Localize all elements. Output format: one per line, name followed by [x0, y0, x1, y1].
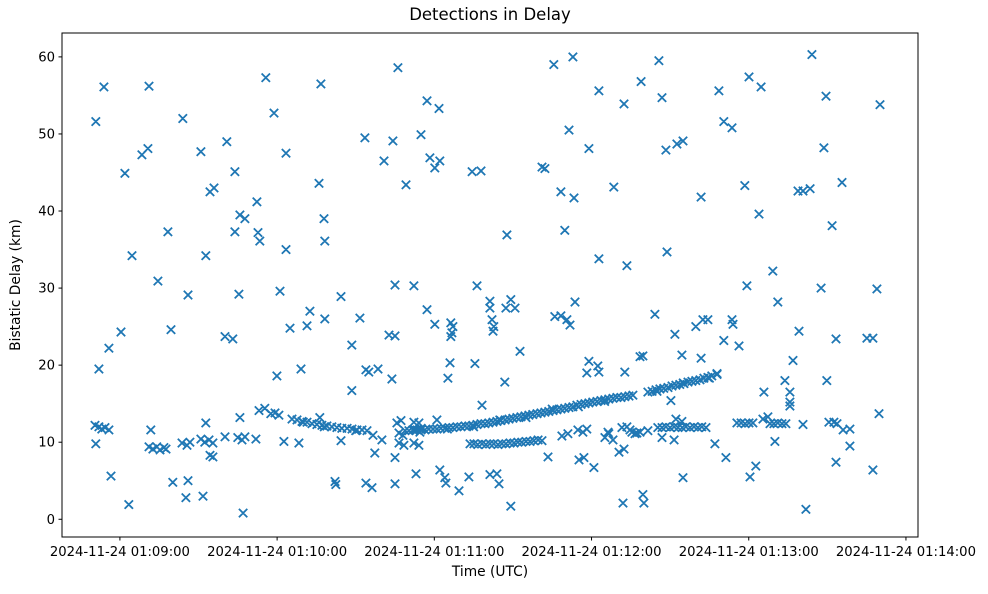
y-tick-label: 0: [47, 513, 55, 528]
plot-border: [61, 32, 919, 538]
y-tick-label: 20: [38, 359, 55, 374]
x-tick-label: 2024-11-24 01:09:00: [50, 545, 190, 560]
x-tick-label: 2024-11-24 01:12:00: [521, 545, 661, 560]
series-scattered-detections-markers: [90, 49, 885, 518]
series-secondary-low-track-markers: [144, 411, 855, 455]
x-tick-label: 2024-11-24 01:11:00: [364, 545, 504, 560]
y-tick-label: 50: [38, 127, 55, 142]
x-tick-label: 2024-11-24 01:14:00: [836, 545, 976, 560]
y-tick-label: 60: [38, 50, 55, 65]
y-tick-label: 10: [38, 436, 55, 451]
y-tick-label: 40: [38, 205, 55, 220]
x-axis-label: Time (UTC): [451, 564, 528, 580]
chart-title: Detections in Delay: [409, 5, 571, 24]
data-series: [90, 49, 885, 518]
y-tick-label: 30: [38, 282, 55, 297]
x-tick-label: 2024-11-24 01:10:00: [207, 545, 347, 560]
series-dense-rising-track-markers: [287, 369, 722, 436]
y-axis-label: Bistatic Delay (km): [8, 219, 24, 351]
x-tick-label: 2024-11-24 01:13:00: [679, 545, 819, 560]
axis-ticks: 2024-11-24 01:09:00 2024-11-24 01:10:00 20…: [38, 50, 976, 560]
